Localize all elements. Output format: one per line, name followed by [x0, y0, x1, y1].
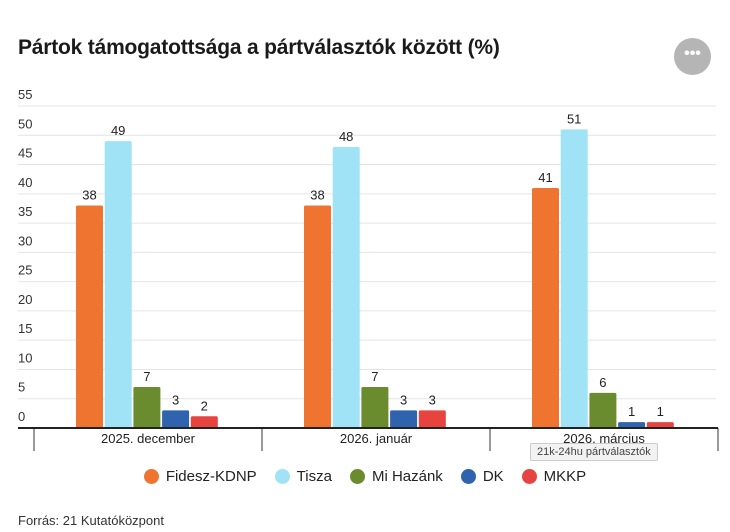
- y-tick-label: 15: [18, 321, 32, 336]
- bar-fidesz-kdnp: [532, 187, 559, 428]
- data-label: 1: [628, 404, 635, 419]
- bar-dk: [390, 410, 418, 428]
- legend-item[interactable]: Fidesz-KDNP: [143, 468, 257, 485]
- bar-dk: [618, 422, 646, 428]
- more-options-button[interactable]: •••: [674, 38, 711, 75]
- y-tick-label: 50: [18, 116, 32, 131]
- source-note: Forrás: 21 Kutatóközpont: [18, 513, 164, 528]
- legend-label: Tisza: [296, 468, 332, 485]
- data-label: 38: [310, 188, 324, 203]
- data-label: 7: [371, 369, 378, 384]
- data-label: 38: [82, 188, 96, 203]
- y-tick-label: 40: [18, 175, 32, 190]
- bar-fidesz-kdnp: [76, 205, 103, 428]
- bar-mi-hazánk: [361, 387, 389, 428]
- bar-fidesz-kdnp: [304, 205, 331, 428]
- legend-label: MKKP: [543, 468, 587, 485]
- legend-label: Mi Hazánk: [371, 468, 443, 485]
- y-tick-label: 55: [18, 87, 32, 102]
- data-label: 41: [538, 170, 552, 185]
- y-tick-label: 30: [18, 233, 32, 248]
- bar-mkkp: [418, 410, 446, 428]
- legend-item[interactable]: Mi Hazánk: [349, 468, 443, 485]
- data-label: 49: [111, 123, 125, 138]
- bar-mi-hazánk: [133, 387, 161, 428]
- legend-swatch-icon: [521, 469, 537, 484]
- y-tick-label: 5: [18, 380, 25, 395]
- legend-item[interactable]: DK: [460, 468, 504, 485]
- legend-label: DK: [482, 468, 504, 485]
- legend: Fidesz-KDNP Tisza Mi Hazánk DK MKKP: [0, 468, 730, 485]
- bar-mi-hazánk: [589, 392, 617, 428]
- data-label: 48: [339, 129, 353, 144]
- y-tick-label: 10: [18, 350, 32, 365]
- data-label: 51: [567, 111, 581, 126]
- x-category-label: 2025. december: [101, 431, 196, 446]
- data-label: 3: [400, 392, 407, 407]
- legend-swatch-icon: [143, 469, 159, 484]
- legend-item[interactable]: MKKP: [521, 468, 587, 485]
- bar-tisza: [560, 129, 588, 428]
- tooltip: 21k-24hu pártválasztók: [530, 443, 658, 461]
- data-label: 2: [201, 398, 208, 413]
- legend-swatch-icon: [460, 469, 476, 484]
- data-label: 1: [657, 404, 664, 419]
- bar-dk: [162, 410, 190, 428]
- bar-tisza: [104, 141, 132, 429]
- x-category-label: 2026. március: [563, 431, 645, 446]
- y-tick-label: 35: [18, 204, 32, 219]
- y-tick-label: 25: [18, 263, 32, 278]
- bar-mkkp: [646, 422, 674, 428]
- data-label: 3: [429, 392, 436, 407]
- legend-item[interactable]: Tisza: [274, 468, 332, 485]
- bar-tisza: [332, 146, 360, 428]
- y-tick-label: 45: [18, 146, 32, 161]
- data-label: 6: [599, 375, 606, 390]
- y-tick-label: 0: [18, 409, 25, 424]
- legend-label: Fidesz-KDNP: [165, 468, 257, 485]
- bar-mkkp: [190, 416, 218, 428]
- data-label: 3: [172, 392, 179, 407]
- legend-swatch-icon: [274, 469, 290, 484]
- chart-title: Pártok támogatottsága a pártválasztók kö…: [18, 36, 500, 59]
- x-category-label: 2026. január: [340, 431, 413, 446]
- legend-swatch-icon: [349, 469, 365, 484]
- data-label: 7: [143, 369, 150, 384]
- y-tick-label: 20: [18, 292, 32, 307]
